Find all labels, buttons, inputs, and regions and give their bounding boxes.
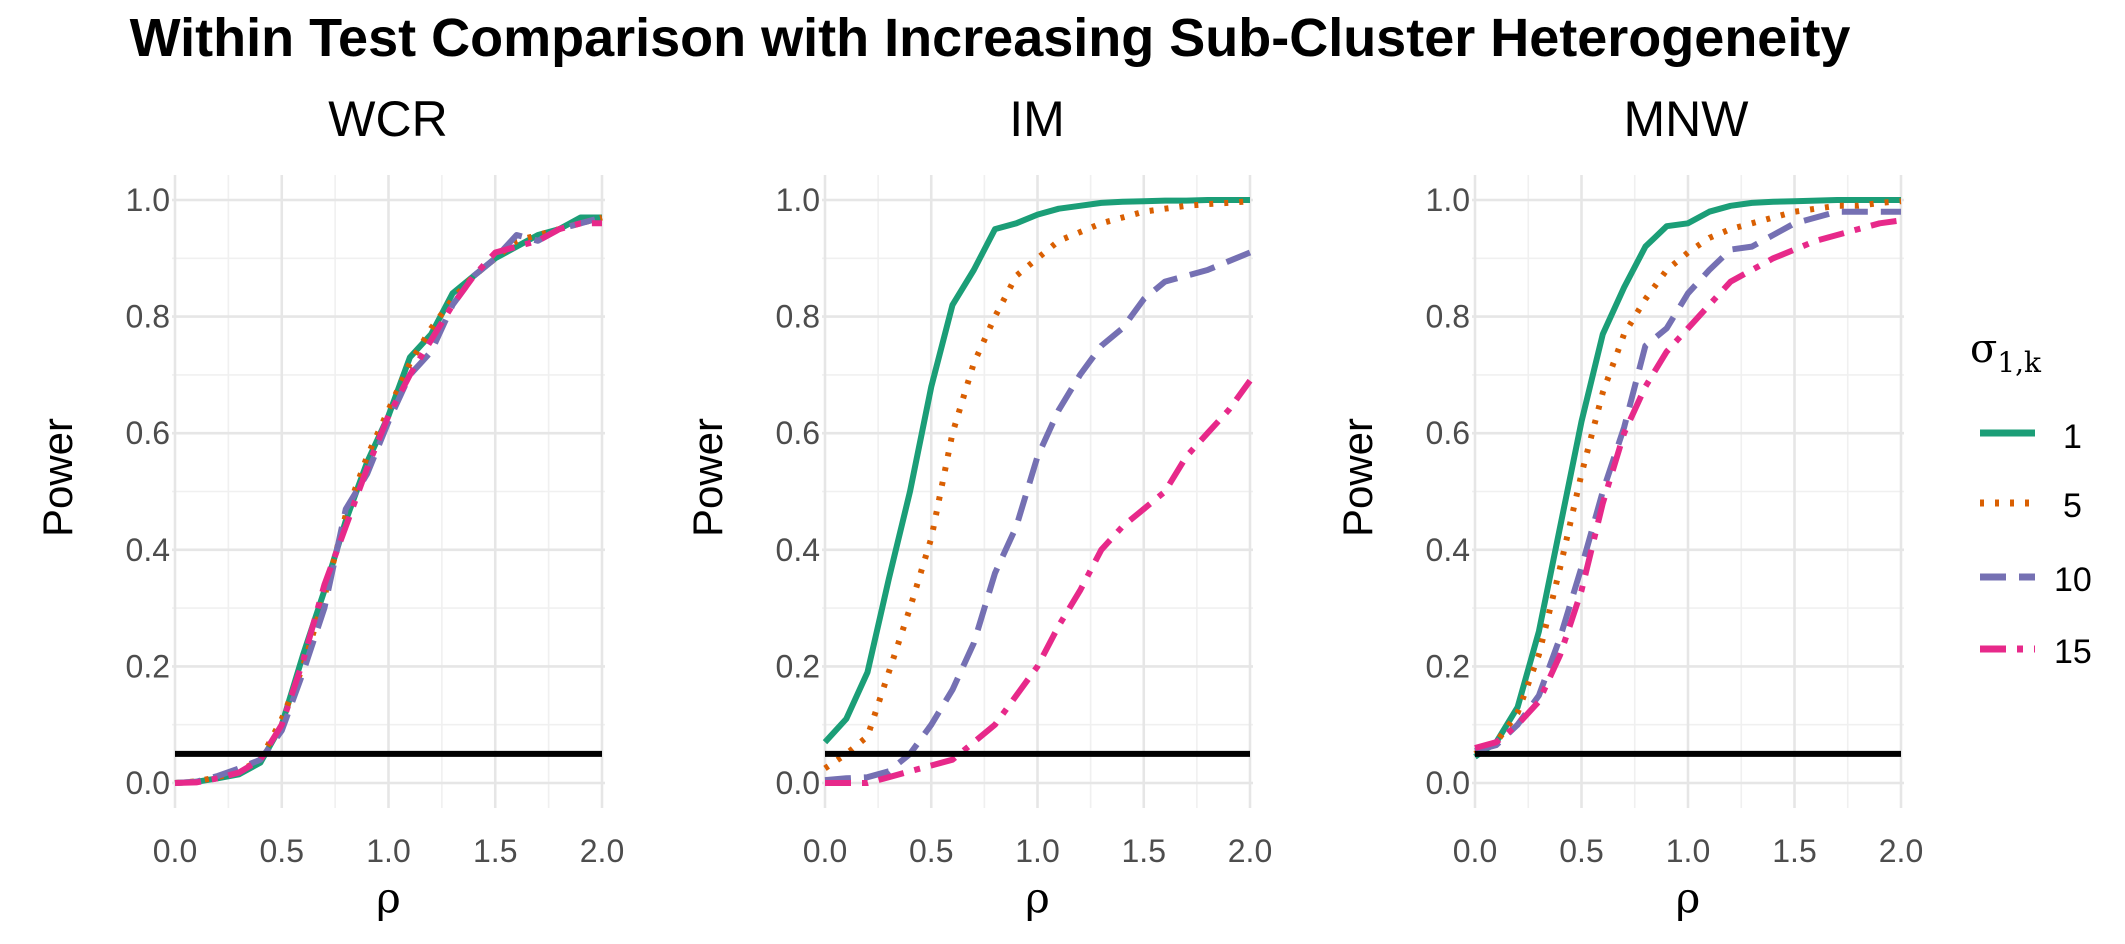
y-tick-label: 0.0 (776, 765, 820, 801)
y-tick-label: 0.0 (1426, 765, 1470, 801)
legend: σ1,k 1 5 10 15 (1970, 326, 2092, 671)
y-tick-label: 0.4 (776, 532, 820, 568)
y-tick-label: 0.6 (776, 415, 820, 451)
panel-title-mnw: MNW (1624, 91, 1750, 147)
x-axis-label-wcr: ρ (376, 873, 401, 922)
legend-title-symbol: σ (1970, 326, 1997, 372)
x-axis-label-mnw: ρ (1676, 873, 1701, 922)
x-tick-labels-mnw: 0.0 0.5 1.0 1.5 2.0 (1453, 833, 1923, 869)
legend-label-15: 15 (2054, 633, 2092, 671)
y-tick-label: 0.6 (126, 415, 170, 451)
legend-title-subscript: 1,k (1997, 346, 2042, 379)
y-tick-label: 0.6 (1426, 415, 1470, 451)
x-tick-label: 0.5 (909, 833, 953, 869)
panel-wcr: WCR 0.0 0.2 0.4 0.6 0.8 1.0 0.0 0.5 1.0 … (34, 91, 624, 922)
x-tick-label: 2.0 (1228, 833, 1272, 869)
x-tick-label: 0.5 (1559, 833, 1603, 869)
panel-mnw: MNW 0.0 0.2 0.4 0.6 0.8 1.0 0.0 0.5 1.0 … (1334, 91, 1923, 922)
x-tick-label: 0.5 (260, 833, 304, 869)
y-tick-label: 0.8 (1426, 299, 1470, 335)
y-tick-label: 1.0 (126, 182, 170, 218)
series-line-15 (1474, 217, 1902, 751)
y-tick-labels-wcr: 0.0 0.2 0.4 0.6 0.8 1.0 (126, 182, 170, 801)
series-line-15 (825, 378, 1253, 786)
panel-title-wcr: WCR (328, 91, 447, 147)
x-tick-label: 1.0 (1666, 833, 1710, 869)
series-group-wcr (174, 214, 603, 786)
series-line-1 (1473, 197, 1901, 760)
y-axis-label-wcr: Power (34, 418, 81, 537)
series-line-5 (174, 214, 603, 786)
legend-keys (1980, 429, 2035, 653)
series-line-10 (1474, 208, 1901, 754)
x-axis-label-im: ρ (1025, 873, 1050, 922)
series-group-im (822, 197, 1253, 786)
x-tick-label: 1.5 (1122, 833, 1166, 869)
x-tick-labels-im: 0.0 0.5 1.0 1.5 2.0 (803, 833, 1272, 869)
x-tick-label: 0.0 (803, 833, 847, 869)
grid-wcr (172, 175, 605, 808)
y-tick-label: 0.4 (1426, 532, 1470, 568)
y-tick-label: 0.8 (776, 299, 820, 335)
grid-mnw (1472, 175, 1904, 808)
y-tick-label: 1.0 (776, 182, 820, 218)
x-tick-label: 1.0 (366, 833, 410, 869)
y-tick-label: 0.0 (126, 765, 170, 801)
legend-label-10: 10 (2054, 561, 2092, 599)
y-tick-label: 0.8 (126, 299, 170, 335)
y-tick-label: 0.2 (776, 648, 820, 684)
x-tick-label: 1.0 (1015, 833, 1059, 869)
y-tick-label: 0.2 (126, 648, 170, 684)
series-line-15 (174, 220, 602, 786)
series-line-1 (822, 197, 1250, 745)
figure-title: Within Test Comparison with Increasing S… (130, 8, 1851, 68)
x-tick-label: 1.5 (1772, 833, 1816, 869)
x-tick-label: 2.0 (580, 833, 624, 869)
x-tick-label: 0.0 (153, 833, 197, 869)
grid-im (822, 175, 1253, 808)
x-tick-label: 1.5 (473, 833, 517, 869)
legend-title: σ1,k (1970, 326, 2042, 379)
y-axis-label-mnw: Power (1334, 418, 1381, 537)
legend-label-1: 1 (2063, 418, 2082, 456)
y-tick-label: 0.4 (126, 532, 170, 568)
x-tick-label: 0.0 (1453, 833, 1497, 869)
legend-label-5: 5 (2063, 487, 2082, 525)
y-tick-labels-im: 0.0 0.2 0.4 0.6 0.8 1.0 (776, 182, 820, 801)
y-tick-label: 0.2 (1426, 648, 1470, 684)
panel-im: IM 0.0 0.2 0.4 0.6 0.8 1.0 0.0 0.5 1.0 1… (684, 91, 1272, 922)
y-tick-label: 1.0 (1426, 182, 1470, 218)
series-group-mnw (1473, 197, 1902, 760)
x-tick-label: 2.0 (1879, 833, 1923, 869)
x-tick-labels-wcr: 0.0 0.5 1.0 1.5 2.0 (153, 833, 624, 869)
y-tick-labels-mnw: 0.0 0.2 0.4 0.6 0.8 1.0 (1426, 182, 1470, 801)
panel-title-im: IM (1009, 91, 1065, 147)
y-axis-label-im: Power (684, 418, 731, 537)
series-line-5 (1473, 198, 1902, 757)
